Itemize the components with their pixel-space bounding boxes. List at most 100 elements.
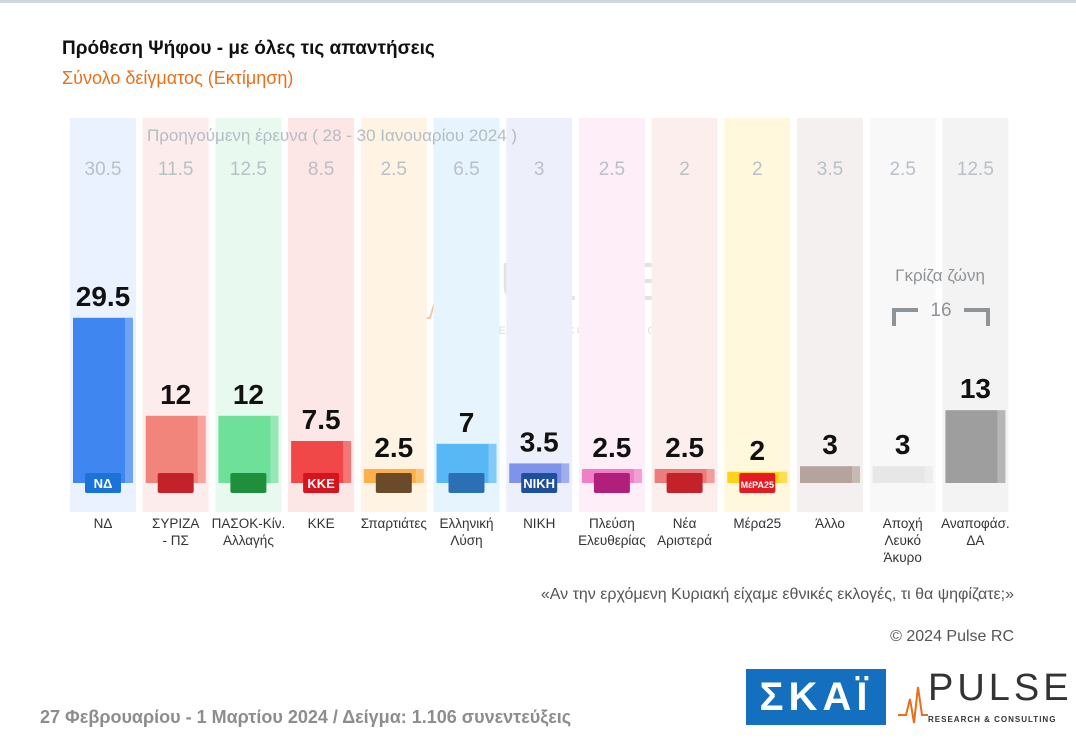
category-label: Αναποφάσ. <box>941 516 1010 531</box>
category-label: ΣΥΡΙΖΑ <box>152 516 199 531</box>
bar-highlight-0 <box>125 317 133 483</box>
category-label: Αριστερά <box>657 533 712 548</box>
value-label: 13 <box>960 373 991 404</box>
category-label: Λύση <box>450 533 482 548</box>
category-label: Άκυρο <box>884 550 922 565</box>
category-label: Μέρα25 <box>733 516 781 531</box>
previous-value-label: 12.5 <box>230 159 267 180</box>
gray-zone-label: Γκρίζα ζώνη <box>895 266 985 285</box>
value-label: 3 <box>822 429 838 460</box>
value-label: 3.5 <box>520 426 559 457</box>
bar-highlight-11 <box>924 466 933 483</box>
fieldwork-footer: 27 Φεβρουαρίου - 1 Μαρτίου 2024 / Δείγμα… <box>40 707 572 727</box>
bar-0 <box>73 317 133 483</box>
gray-zone-number: 16 <box>930 300 952 321</box>
pulse-logo: PULSE RESEARCH & CONSULTING <box>898 667 1069 729</box>
bar-2 <box>218 415 279 483</box>
chart-subtitle: Σύνολο δείγματος (Εκτίμηση) <box>62 68 294 88</box>
party-logo-icon-8 <box>666 473 703 493</box>
column-background-8 <box>651 118 718 512</box>
value-label: 2.5 <box>592 432 631 463</box>
pulse-wave-icon <box>898 686 928 724</box>
category-label: Αποχή <box>883 516 923 531</box>
value-label: 7 <box>459 407 475 438</box>
category-label: Νέα <box>673 516 697 531</box>
column-background-6 <box>506 118 573 512</box>
bar-1 <box>145 415 206 483</box>
previous-value-label: 2.5 <box>889 159 915 180</box>
bar-highlight-12 <box>997 410 1006 483</box>
previous-value-label: 12.5 <box>957 159 994 180</box>
bar-11 <box>872 466 933 483</box>
value-label: 2 <box>750 435 766 466</box>
party-logo-mark: ΚΚΕ <box>307 476 335 491</box>
bar-highlight-1 <box>197 415 206 483</box>
column-background-7 <box>578 118 645 512</box>
previous-value-label: 30.5 <box>85 159 122 180</box>
bracket-left-icon <box>892 308 918 326</box>
party-logo-mark: ΝΙΚΗ <box>523 476 555 491</box>
party-logo-icon-1 <box>157 473 194 493</box>
bracket-right-icon <box>964 308 990 326</box>
value-label: 2.5 <box>665 432 704 463</box>
category-label: Ελληνική <box>439 516 493 531</box>
party-logo-icon-6 <box>521 473 558 493</box>
bar-highlight-4 <box>415 469 424 483</box>
column-background-11 <box>869 118 936 512</box>
party-logo-mark: ΜέΡΑ25 <box>741 480 774 490</box>
party-logo-icon-5 <box>448 473 485 493</box>
pulse-logo-tagline: RESEARCH & CONSULTING <box>928 715 1057 724</box>
value-label: 12 <box>160 379 191 410</box>
previous-value-label: 8.5 <box>308 159 334 180</box>
value-label: 7.5 <box>302 404 341 435</box>
bar-highlight-9 <box>779 471 788 483</box>
party-logo-icon-0 <box>85 473 121 493</box>
party-logo-icon-9 <box>739 473 776 493</box>
category-label: Πλεύση <box>589 516 635 531</box>
bar-highlight-6 <box>561 463 570 483</box>
column-background-10 <box>797 118 863 512</box>
category-label: Σπαρτιάτες <box>361 516 428 531</box>
party-logo-mark: ΝΔ <box>94 476 113 491</box>
value-label: 3 <box>895 429 911 460</box>
party-logo-icon-7 <box>593 473 630 493</box>
value-label: 12 <box>233 379 264 410</box>
previous-value-label: 11.5 <box>158 159 194 180</box>
copyright: © 2024 Pulse RC <box>890 628 1014 645</box>
top-border <box>0 0 1076 3</box>
previous-value-label: 2.5 <box>381 159 407 180</box>
category-label: ΔΑ <box>966 533 984 548</box>
column-background-9 <box>724 118 791 512</box>
skai-logo: ΣΚΑΪ <box>746 669 886 725</box>
value-label: 2.5 <box>374 432 413 463</box>
party-logo-icon-2 <box>230 473 267 493</box>
column-background-4 <box>360 118 427 512</box>
bar-highlight-2 <box>270 415 279 483</box>
party-logo-icon-3 <box>303 473 340 493</box>
category-label: Άλλο <box>815 516 845 531</box>
category-label: Αλλαγής <box>223 533 274 548</box>
category-label: - ΠΣ <box>163 533 189 548</box>
category-label: ΝΙΚΗ <box>523 516 555 531</box>
bar-highlight-7 <box>633 469 642 483</box>
chart-title: Πρόθεση Ψήφου - με όλες τις απαντήσεις <box>62 38 435 59</box>
bar-12 <box>945 410 1006 483</box>
bar-highlight-3 <box>343 441 352 483</box>
gray-zone-value: 16 <box>886 300 996 328</box>
previous-value-label: 3 <box>534 159 545 180</box>
party-logo-icon-4 <box>375 473 412 493</box>
previous-value-label: 6.5 <box>453 159 479 180</box>
category-label: Λευκό <box>884 533 921 548</box>
category-label: ΚΚΕ <box>308 516 335 531</box>
pulse-logo-word: PULSE <box>928 667 1073 709</box>
bar-highlight-5 <box>488 443 497 483</box>
previous-value-label: 2 <box>679 159 690 180</box>
category-label: Ελευθερίας <box>578 533 646 548</box>
value-label: 29.5 <box>76 281 131 312</box>
bar-10 <box>800 466 860 483</box>
previous-value-label: 2.5 <box>599 159 625 180</box>
survey-question: «Αν την ερχόμενη Κυριακή είχαμε εθνικές … <box>540 586 1014 603</box>
previous-value-label: 3.5 <box>817 159 843 180</box>
previous-survey-caption: Προηγούμενη έρευνα ( 28 - 30 Ιανουαρίου … <box>146 126 518 145</box>
